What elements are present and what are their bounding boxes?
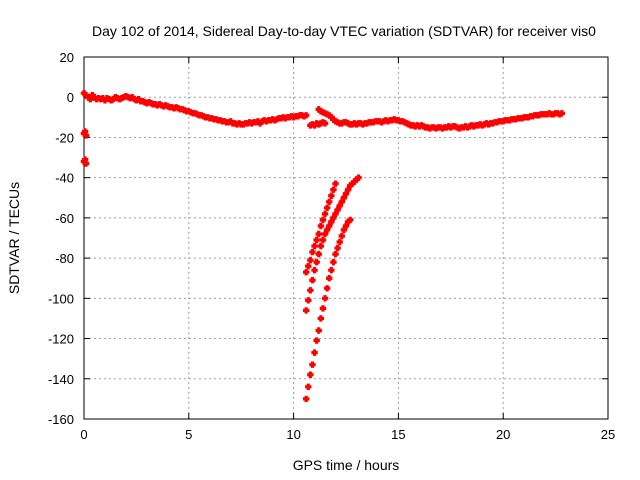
axis-ticks [83, 56, 609, 420]
y-tick-label: -80 [55, 251, 74, 266]
data-point [317, 222, 325, 230]
data-point [313, 258, 320, 266]
data-point [326, 198, 333, 205]
data-point [323, 285, 331, 292]
y-tick-label: -120 [48, 332, 74, 347]
data-point [315, 250, 322, 258]
data-point [313, 337, 320, 344]
plot-background [84, 57, 608, 419]
data-point [332, 180, 339, 187]
data-point [87, 96, 94, 103]
y-tick-label: 20 [60, 50, 74, 65]
data-point [340, 194, 348, 201]
data-point [307, 256, 314, 264]
data-point [342, 222, 350, 230]
data-point [317, 315, 325, 322]
data-point [307, 287, 314, 294]
data-point [309, 248, 316, 256]
y-tick-label: -40 [55, 171, 74, 186]
data-point [558, 110, 566, 117]
y-tick-label: -20 [55, 130, 74, 145]
data-point [319, 305, 327, 312]
data-point [311, 349, 318, 356]
y-tick-label: -140 [48, 372, 74, 387]
y-tick-label: -60 [55, 211, 74, 226]
data-point [338, 232, 346, 240]
data-point [334, 206, 341, 214]
data-point [302, 112, 310, 119]
data-point [311, 242, 318, 250]
x-tick-label: 10 [286, 427, 300, 442]
data-point [334, 244, 341, 252]
data-point [305, 297, 312, 304]
data-point [321, 230, 329, 238]
data-point [305, 383, 312, 391]
data-point [315, 230, 322, 238]
data-point [346, 216, 354, 224]
x-tick-label: 25 [601, 427, 615, 442]
data-point [309, 361, 316, 368]
y-tick-labels: 20 0 -20 -40 -60 -80 -100 -120 -140 -160 [48, 50, 74, 427]
data-point [332, 210, 339, 218]
data-point [319, 236, 327, 244]
data-point [305, 262, 312, 270]
x-axis-label: GPS time / hours [293, 457, 400, 473]
data-point [340, 226, 348, 234]
plot-frame [83, 56, 609, 420]
data-point [302, 307, 310, 314]
data-point [319, 216, 327, 224]
y-tick-label: 0 [67, 90, 74, 105]
data-point [323, 204, 331, 212]
data-point [321, 210, 329, 218]
x-tick-label: 5 [185, 427, 192, 442]
data-point [330, 186, 337, 193]
x-tick-labels: 0 5 10 15 20 25 [80, 427, 615, 442]
data-point [307, 371, 314, 378]
data-point [336, 202, 343, 210]
data-points [80, 90, 566, 403]
data-point [321, 295, 329, 302]
data-point [338, 198, 346, 205]
data-point [313, 236, 320, 244]
data-point [311, 266, 318, 274]
data-point [328, 192, 335, 199]
x-tick-label: 15 [391, 427, 405, 442]
data-point [328, 218, 335, 226]
data-point [302, 395, 310, 403]
data-point [326, 222, 333, 230]
data-point [336, 238, 343, 246]
chart-title: Day 102 of 2014, Sidereal Day-to-day VTE… [92, 23, 596, 39]
data-point [342, 190, 350, 197]
data-point [321, 120, 329, 127]
data-point [315, 327, 322, 334]
data-point [302, 268, 310, 276]
data-point [328, 266, 335, 274]
data-point [82, 132, 90, 139]
data-point [326, 275, 333, 282]
data-point [330, 214, 337, 222]
y-tick-label: -100 [48, 291, 74, 306]
data-point [344, 186, 352, 193]
data-point [355, 174, 362, 181]
y-axis-label: SDTVAR / TECUs [6, 182, 22, 294]
data-point [332, 250, 339, 258]
data-point [323, 226, 331, 234]
data-point [82, 160, 90, 167]
data-point [330, 258, 337, 266]
data-point [309, 277, 316, 284]
y-tick-label: -160 [48, 412, 74, 427]
x-tick-label: 0 [80, 427, 87, 442]
x-tick-label: 20 [496, 427, 510, 442]
data-point [317, 242, 325, 250]
